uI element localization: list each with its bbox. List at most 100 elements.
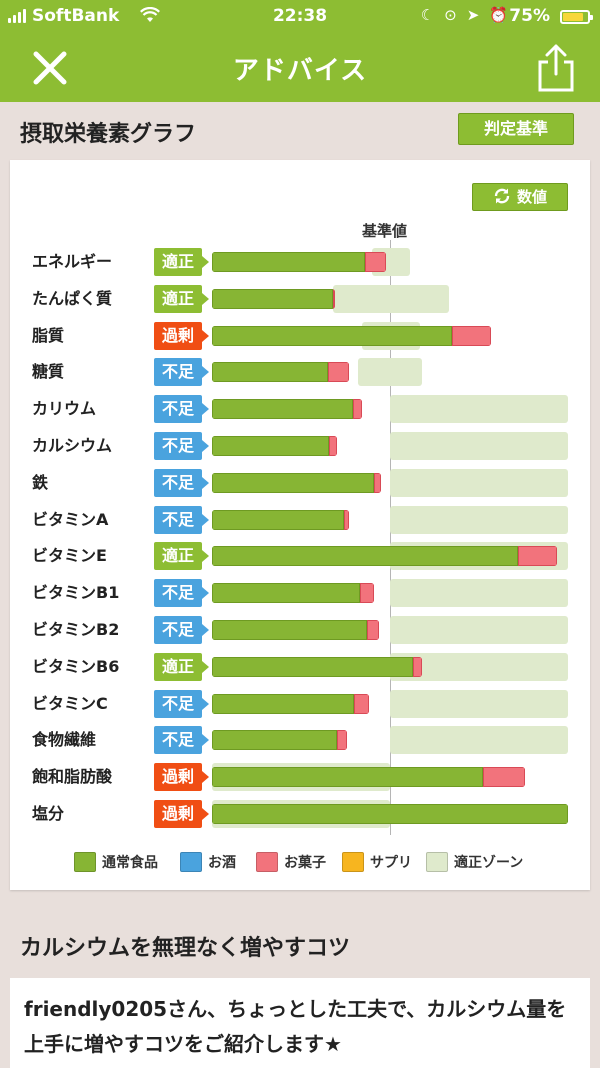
bar-segment-snacks [413, 656, 423, 677]
bar-segment-snacks [352, 399, 362, 420]
bar-segment-regular-food [212, 804, 568, 824]
nutrient-chart: 基準値 通常食品 お酒 お菓子 サプリ 適正ゾーン エネルギー 適正 たんぱく質 適正 脂質 過剰… [10, 160, 590, 890]
status-badge: 不足 [154, 726, 209, 755]
bar-segment-regular-food [212, 656, 414, 677]
legend-item: お菓子 [256, 852, 326, 872]
graph-section-title: 摂取栄養素グラフ [20, 122, 197, 147]
nutrient-label: カルシウム [32, 436, 113, 455]
nutrient-label: ビタミンE [32, 546, 107, 566]
bar-segment-regular-food [212, 693, 355, 714]
close-icon[interactable] [30, 48, 70, 88]
bar-segment-regular-food [212, 252, 366, 272]
bar-segment-regular-food [212, 583, 360, 604]
status-badge: 適正 [154, 284, 209, 313]
bar-segment-snacks [333, 288, 336, 309]
bar-segment-regular-food [212, 767, 483, 788]
suitable-zone [390, 689, 568, 718]
share-icon[interactable] [534, 42, 578, 94]
status-badge: 過剰 [154, 321, 209, 350]
legend-swatch [74, 852, 96, 872]
bar-segment-regular-food [212, 620, 367, 640]
bar-segment-snacks [365, 252, 387, 272]
battery-icon [560, 10, 593, 24]
status-badge: 不足 [154, 579, 209, 608]
battery-percent: 75% [509, 6, 550, 26]
nutrient-label: 塩分 [32, 804, 65, 823]
nutrient-label: ビタミンB2 [32, 620, 120, 639]
tip-text: friendly0205さん、ちょっとした工夫で、カルシウム量を上手に増やすコツ… [24, 997, 567, 1056]
status-badge: 不足 [154, 505, 209, 534]
status-badge: 不足 [154, 468, 209, 497]
intake-bar [212, 620, 380, 640]
legend-item: 適正ゾーン [426, 852, 523, 872]
intake-bar [212, 693, 369, 714]
nutrient-label: 食物繊維 [32, 730, 97, 750]
rotation-lock-icon: ⊙ [444, 6, 457, 24]
legend-item: お酒 [180, 852, 236, 872]
carrier-name: SoftBank [32, 6, 120, 26]
intake-bar [212, 509, 350, 530]
refresh-icon [493, 184, 511, 210]
signal-icon [8, 9, 26, 23]
status-badge: 過剰 [154, 763, 209, 792]
bar-segment-snacks [359, 583, 374, 604]
page-title: アドバイス [232, 56, 368, 86]
legend-item: 通常食品 [74, 852, 158, 872]
legend-label: 適正ゾーン [454, 855, 524, 871]
legend-label: お菓子 [284, 855, 326, 871]
intake-bar [212, 546, 558, 567]
tip-title: カルシウムを無理なく増やすコツ [20, 936, 351, 961]
suitable-zone [390, 468, 568, 497]
legend-label: サプリ [370, 855, 412, 871]
bar-segment-snacks [336, 730, 348, 751]
status-badge: 不足 [154, 358, 209, 387]
legend-swatch [180, 852, 202, 872]
graph-section-header: 摂取栄養素グラフ 判定基準 [10, 102, 590, 161]
intake-bar [212, 804, 568, 824]
status-icons: ☾ ⊙ ➤ ⏰ [421, 6, 508, 24]
bar-segment-snacks [343, 509, 350, 530]
moon-icon: ☾ [420, 6, 435, 24]
nutrient-chart-card: 基準値 通常食品 お酒 お菓子 サプリ 適正ゾーン エネルギー 適正 たんぱく質 適正 脂質 過剰… [10, 160, 590, 890]
nutrient-label: ビタミンB1 [32, 583, 120, 603]
intake-bar [212, 399, 362, 420]
bar-segment-snacks [373, 472, 382, 493]
wifi-icon [140, 6, 160, 28]
status-badge: 過剰 [154, 800, 209, 828]
suitable-zone [357, 358, 423, 387]
suitable-zone [390, 505, 568, 534]
nav-bar: アドバイス [0, 34, 600, 102]
suitable-zone [390, 726, 568, 755]
legend-swatch [426, 852, 448, 872]
nutrient-label: たんぱく質 [32, 288, 113, 308]
suitable-zone [390, 616, 568, 644]
bar-segment-snacks [329, 436, 337, 456]
numbers-toggle-button[interactable]: 数値 [472, 183, 568, 211]
status-badge: 不足 [154, 395, 209, 424]
status-badge: 不足 [154, 432, 209, 460]
tip-body[interactable]: friendly0205さん、ちょっとした工夫で、カルシウム量を上手に増やすコツ… [10, 978, 590, 1068]
nutrient-label: 飽和脂肪酸 [32, 767, 113, 787]
criteria-button[interactable]: 判定基準 [458, 113, 574, 145]
status-badge: 適正 [154, 542, 209, 571]
status-badge: 不足 [154, 616, 209, 644]
bar-segment-regular-food [212, 472, 374, 493]
bar-segment-snacks [366, 620, 380, 640]
nutrient-label: カリウム [32, 399, 97, 419]
nutrient-label: 糖質 [32, 362, 65, 382]
legend-swatch [342, 852, 364, 872]
bar-segment-snacks [327, 362, 350, 383]
bar-segment-regular-food [212, 288, 334, 309]
suitable-zone [390, 432, 568, 460]
tip-header: カルシウムを無理なく増やすコツ [10, 910, 590, 979]
nutrient-label: ビタミンB6 [32, 656, 120, 676]
legend-item: サプリ [342, 852, 412, 872]
intake-bar [212, 583, 374, 604]
intake-bar [212, 288, 336, 309]
intake-bar [212, 436, 337, 456]
location-icon: ➤ [466, 6, 480, 24]
numbers-toggle-label: 数値 [516, 188, 547, 206]
legend-label: お酒 [208, 855, 236, 871]
bar-segment-snacks [452, 325, 492, 346]
chart-legend: 通常食品 お酒 お菓子 サプリ 適正ゾーン [10, 852, 590, 878]
